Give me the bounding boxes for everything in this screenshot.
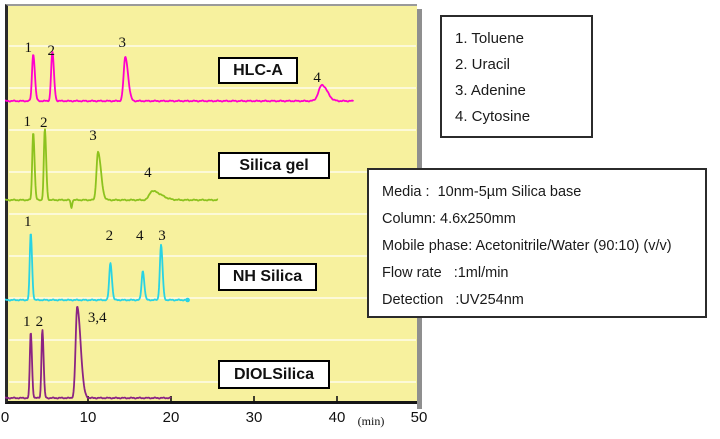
peak-label: 1 [24, 40, 32, 56]
legend-item: 1. Toluene [455, 30, 524, 47]
info-line: Mobile phase: Acetonitrile/Water (90:10)… [382, 238, 672, 254]
trace-label-text: DIOLSilica [233, 365, 315, 383]
legend-item: 2. Uracil [455, 56, 511, 73]
axis-tick-label: 10 [79, 409, 97, 426]
legend-item: 3. Adenine [455, 82, 526, 99]
info-line: Column: 4.6x250mm [382, 211, 516, 227]
peak-label: 1 [23, 314, 31, 330]
trace-label-hlc-a: HLC-A [218, 57, 298, 84]
compound-legend-items: 1. Toluene 2. Uracil 3. Adenine 4. Cytosine [455, 26, 591, 130]
peak-label: 1 [23, 114, 31, 130]
info-line: Media : 10nm-5µm Silica base [382, 184, 582, 200]
peak-label: 3 [119, 35, 127, 51]
peak-label: 3 [89, 128, 97, 144]
trace-label-text: NH Silica [232, 268, 303, 285]
legend-item: 4. Cytosine [455, 108, 531, 125]
trace-hlc-a [4, 51, 354, 103]
peak-label: 2 [40, 115, 48, 131]
trace-label-text: HLC-A [233, 61, 283, 79]
axis-tick-label: 30 [245, 409, 263, 426]
axis-tick-label: 0 [0, 409, 10, 426]
trace-label-text: Silica gel [239, 156, 309, 174]
peak-label: 2 [106, 228, 114, 244]
peak-label: 4 [136, 228, 144, 244]
peak-label: 3,4 [88, 310, 107, 326]
peak-label: 4 [144, 165, 152, 181]
trace-nh-silica [4, 233, 188, 302]
peak-label: 3 [158, 228, 166, 244]
peak-label: 2 [36, 314, 44, 330]
trace-silica-gel [4, 128, 219, 209]
axis-unit-label: (min) [357, 414, 385, 428]
info-line: Flow rate :1ml/min [382, 265, 509, 281]
trace-label-nh-silica: NH Silica [218, 263, 317, 291]
axis-tick-label: 50 [410, 409, 428, 426]
axis-tick-label: 40 [328, 409, 346, 426]
info-line: Detection :UV254nm [382, 292, 524, 308]
peak-label: 2 [48, 43, 56, 59]
trace-end-dot [185, 297, 190, 303]
peak-label: 4 [313, 70, 321, 86]
method-conditions-lines: Media : 10nm-5µm Silica base Column: 4.6x… [382, 179, 705, 314]
trace-label-diol-silica: DIOLSilica [218, 360, 330, 389]
peak-label: 1 [24, 214, 32, 230]
chromatogram-panel [5, 4, 417, 404]
trace-label-silica-gel: Silica gel [218, 152, 330, 179]
trace-diolsilica [4, 306, 172, 400]
compound-legend-box: 1. Toluene 2. Uracil 3. Adenine 4. Cytosine [440, 15, 593, 138]
method-conditions-box: Media : 10nm-5µm Silica base Column: 4.6x… [367, 168, 707, 318]
axis-tick-label: 20 [162, 409, 180, 426]
